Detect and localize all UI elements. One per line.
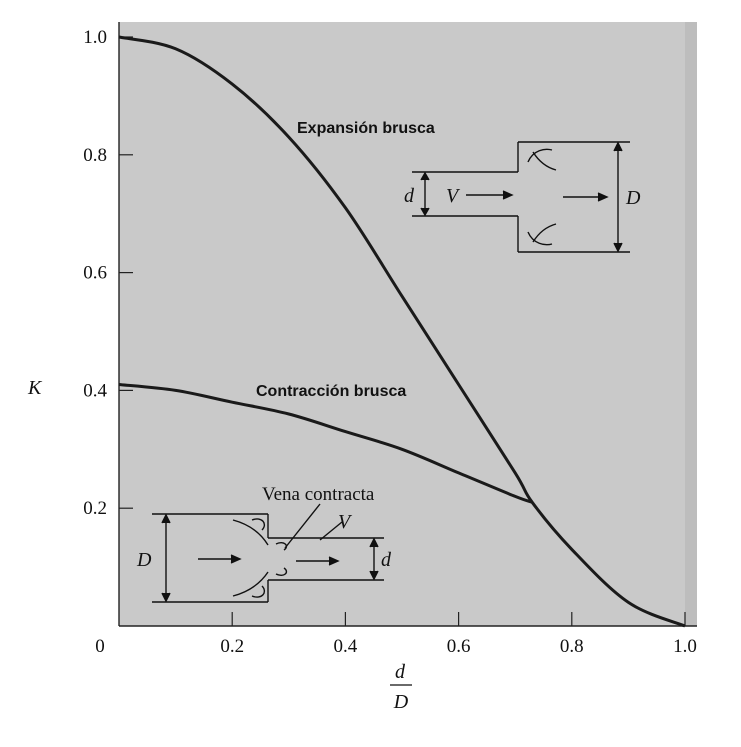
x-axis-label-numerator: d: [395, 661, 406, 683]
plot-area: [119, 22, 697, 626]
y-ticks: 0.2 0.4 0.6 0.8 1.0: [83, 27, 133, 519]
y-tick-label: 0.8: [83, 145, 107, 166]
contraction-diagram: [152, 503, 384, 603]
expansion-diagram: [412, 141, 630, 253]
contraction-v-label: V: [338, 511, 353, 533]
series-line-expansion: [118, 35, 686, 628]
plot-edge-shadow: [685, 22, 697, 626]
y-axis-label: K: [27, 377, 43, 399]
expansion-D-label: D: [625, 187, 641, 209]
series-line-contraction: [118, 383, 533, 504]
x-tick-label: 1.0: [673, 636, 697, 657]
expansion-d-label: d: [404, 185, 415, 207]
x-tick-label: 0.8: [560, 636, 584, 657]
contraction-D-label: D: [136, 549, 152, 571]
series-label-expansion: Expansión brusca: [297, 120, 435, 137]
y-tick-label: 0.6: [83, 263, 107, 284]
y-tick-label: 0.4: [83, 380, 107, 401]
expansion-v-label: V: [446, 185, 461, 207]
vena-contracta-label: Vena contracta: [262, 484, 375, 505]
x-ticks: 0 0.2 0.4 0.6 0.8 1.0: [95, 612, 697, 657]
x-tick-label: 0: [95, 636, 105, 657]
x-tick-label: 0.4: [334, 636, 358, 657]
y-tick-label: 0.2: [83, 498, 107, 519]
y-tick-label: 1.0: [83, 27, 107, 48]
x-tick-label: 0.2: [220, 636, 244, 657]
series-group: [118, 35, 686, 628]
contraction-d-label: d: [381, 549, 392, 571]
x-tick-label: 0.6: [447, 636, 471, 657]
series-label-contraction: Contracción brusca: [256, 383, 406, 400]
x-axis-label-denominator: D: [393, 691, 409, 713]
